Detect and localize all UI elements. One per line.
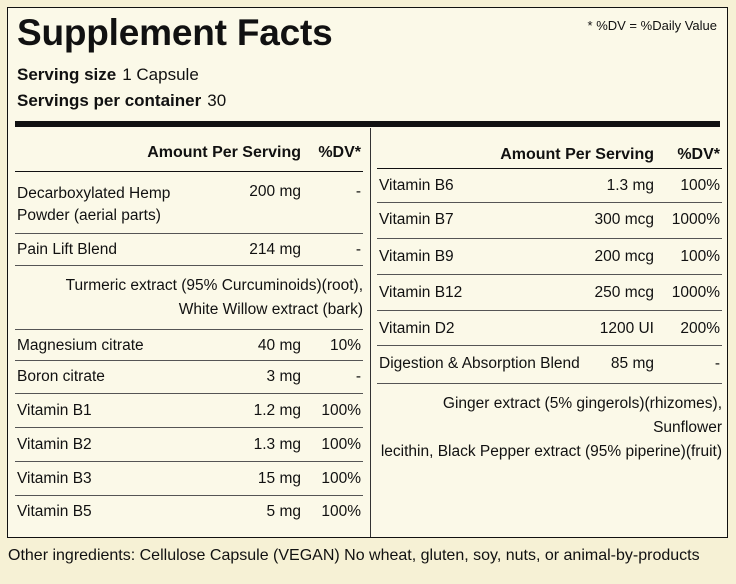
thick-divider [15, 121, 720, 127]
blend-ingredients: Turmeric extract (95% Curcuminoids)(root… [15, 266, 363, 330]
nutrient-dv: - [355, 368, 361, 385]
nutrient-name: Pain Lift Blend [17, 241, 117, 258]
nutrient-amount: 200 mg [249, 183, 301, 200]
nutrient-amount: 85 mg [610, 355, 654, 372]
right-column: Amount Per Serving %DV* Vitamin B6 1.3 m… [377, 128, 722, 460]
nutrient-amount: 214 mg [249, 241, 301, 258]
nutrient-name: Vitamin D2 [379, 320, 455, 337]
nutrient-name: Boron citrate [17, 368, 105, 385]
table-row: Magnesium citrate 40 mg 10% [15, 330, 363, 361]
nutrient-amount: 40 mg [257, 337, 301, 354]
table-row: Vitamin B5 5 mg 100% [15, 496, 363, 530]
nutrient-dv: - [714, 355, 720, 372]
nutrient-dv: 200% [680, 320, 720, 337]
nutrient-name: Vitamin B2 [17, 436, 92, 453]
nutrient-amount: 1200 UI [599, 320, 654, 337]
nutrient-dv: 10% [329, 337, 361, 354]
table-row: Vitamin D2 1200 UI 200% [377, 311, 722, 346]
table-row: Vitamin B9 200 mcg 100% [377, 239, 722, 275]
nutrient-dv: 100% [680, 177, 720, 194]
table-row: Vitamin B7 300 mcg 1000% [377, 203, 722, 239]
nutrient-name: Decarboxylated Hemp Powder (aerial parts… [17, 183, 170, 227]
left-header-dv: %DV* [318, 144, 361, 161]
nutrient-name: Vitamin B1 [17, 402, 92, 419]
nutrient-amount: 1.3 mg [606, 177, 654, 194]
table-row: Pain Lift Blend 214 mg - [15, 234, 363, 266]
supplement-facts-panel: Supplement Facts * %DV = %Daily Value Se… [7, 7, 728, 538]
other-ingredients: Other ingredients: Cellulose Capsule (VE… [8, 547, 700, 564]
right-table-header: Amount Per Serving %DV* [377, 128, 722, 169]
nutrient-amount: 1.2 mg [253, 402, 301, 419]
blend-line1: Ginger extract (5% gingerols)(rhizomes),… [442, 395, 722, 436]
right-header-amount: Amount Per Serving [500, 146, 654, 163]
nutrient-dv: 100% [321, 503, 361, 520]
nutrient-name-line1: Decarboxylated Hemp [17, 185, 171, 202]
nutrient-amount: 300 mcg [594, 211, 654, 228]
table-row: Vitamin B12 250 mcg 1000% [377, 275, 722, 311]
nutrient-amount: 5 mg [266, 503, 301, 520]
nutrient-amount: 3 mg [266, 368, 301, 385]
page-title: Supplement Facts [17, 12, 333, 53]
nutrient-dv: - [355, 241, 361, 258]
nutrient-dv: - [355, 183, 361, 200]
nutrient-dv: 100% [680, 248, 720, 265]
column-divider [370, 128, 371, 537]
table-row: Digestion & Absorption Blend 85 mg - [377, 346, 722, 384]
left-header-amount: Amount Per Serving [147, 144, 301, 161]
servings-per-container-label: Servings per container [17, 91, 202, 110]
nutrient-amount: 15 mg [257, 470, 301, 487]
nutrient-amount: 250 mcg [594, 284, 654, 301]
blend-ingredients: Ginger extract (5% gingerols)(rhizomes),… [377, 384, 722, 460]
nutrient-dv: 100% [321, 402, 361, 419]
left-column: Amount Per Serving %DV* Decarboxylated H… [15, 128, 363, 530]
nutrient-name: Magnesium citrate [17, 337, 144, 354]
nutrient-name: Vitamin B6 [379, 177, 454, 194]
servings-per-container-value: 30 [207, 91, 227, 110]
blend-line2: lecithin, Black Pepper extract (95% pipe… [380, 443, 722, 460]
servings-per-container: Servings per container 30 [17, 91, 226, 111]
nutrient-dv: 1000% [671, 211, 720, 228]
serving-size-label: Serving size [17, 65, 117, 84]
nutrient-name: Vitamin B12 [379, 284, 463, 301]
nutrient-dv: 100% [321, 436, 361, 453]
nutrient-name: Digestion & Absorption Blend [379, 355, 580, 372]
serving-size-value: 1 Capsule [122, 65, 199, 84]
blend-line1: Turmeric extract (95% Curcuminoids)(root… [65, 277, 363, 294]
table-row: Boron citrate 3 mg - [15, 361, 363, 394]
table-row: Vitamin B1 1.2 mg 100% [15, 394, 363, 428]
serving-size: Serving size 1 Capsule [17, 65, 199, 85]
table-row: Decarboxylated Hemp Powder (aerial parts… [15, 172, 363, 234]
nutrient-name-line2: Powder (aerial parts) [17, 207, 161, 224]
nutrient-amount: 1.3 mg [253, 436, 301, 453]
nutrient-name: Vitamin B5 [17, 503, 92, 520]
table-row: Vitamin B3 15 mg 100% [15, 462, 363, 496]
left-table-header: Amount Per Serving %DV* [15, 128, 363, 172]
blend-line2: White Willow extract (bark) [178, 301, 363, 318]
nutrient-name: Vitamin B7 [379, 211, 454, 228]
nutrient-name: Vitamin B9 [379, 248, 454, 265]
dv-note: * %DV = %Daily Value [587, 18, 717, 33]
table-row: Vitamin B2 1.3 mg 100% [15, 428, 363, 462]
nutrient-dv: 100% [321, 470, 361, 487]
nutrient-name: Vitamin B3 [17, 470, 92, 487]
nutrient-dv: 1000% [671, 284, 720, 301]
right-header-dv: %DV* [677, 146, 720, 163]
table-row: Vitamin B6 1.3 mg 100% [377, 169, 722, 203]
nutrient-amount: 200 mcg [594, 248, 654, 265]
